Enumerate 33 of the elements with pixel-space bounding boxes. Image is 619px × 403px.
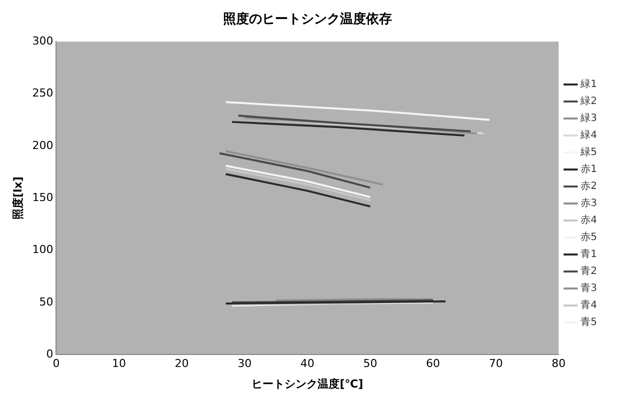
legend-label: 青4	[580, 299, 598, 312]
y-tick-label: 0	[46, 347, 54, 360]
legend-label: 緑5	[580, 147, 598, 158]
legend-label: 緑4	[580, 130, 598, 142]
y-tick-label: 300	[32, 34, 54, 48]
legend-label: 赤5	[580, 231, 598, 244]
chart-title: 照度のヒートシンク温度依存	[223, 11, 392, 28]
legend-label: 緑1	[580, 79, 598, 90]
x-tick-label: 20	[174, 357, 189, 370]
x-tick-label: 60	[426, 357, 440, 370]
y-tick-label: 200	[32, 138, 54, 152]
x-axis-title: ヒートシンク温度[℃]	[252, 377, 364, 390]
y-tick-label: 250	[32, 86, 54, 100]
legend-label: 赤4	[580, 214, 598, 226]
legend-label: 青5	[580, 316, 598, 328]
legend-label: 赤1	[580, 163, 598, 176]
legend-label: 青3	[580, 282, 598, 294]
x-tick-label: 30	[238, 357, 252, 370]
legend-label: 赤3	[580, 197, 598, 210]
x-tick-label: 80	[552, 357, 566, 370]
y-axis-title: 照度[lx]	[11, 176, 24, 220]
legend-label: 青1	[580, 248, 598, 260]
y-tick-label: 150	[32, 190, 54, 204]
x-tick-label: 70	[488, 357, 503, 370]
legend-label: 緑2	[580, 96, 598, 108]
y-tick-label: 50	[39, 295, 54, 308]
y-tick-label: 100	[32, 243, 54, 256]
x-tick-label: 10	[112, 357, 126, 370]
x-tick-label: 50	[363, 357, 378, 370]
legend-label: 緑3	[580, 113, 598, 124]
x-tick-label: 40	[300, 357, 314, 370]
legend-label: 赤2	[580, 180, 598, 192]
legend-label: 青2	[580, 265, 598, 278]
